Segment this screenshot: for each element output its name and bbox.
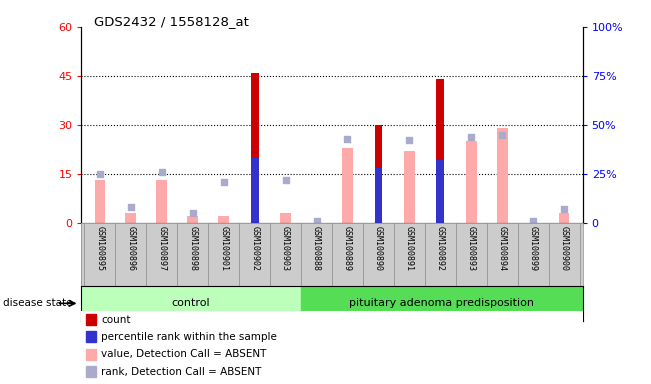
Text: disease state: disease state (3, 298, 73, 308)
Point (404, 137, 415, 144)
Text: GSM100901: GSM100901 (219, 226, 229, 271)
Bar (87, 314, 96, 325)
Bar (81, 286, 301, 321)
Text: GSM100903: GSM100903 (281, 226, 290, 271)
Bar (559, 213, 570, 223)
Text: count: count (102, 314, 131, 325)
Point (157, 169, 167, 175)
Text: GSM100896: GSM100896 (126, 226, 135, 271)
Point (373, 220, 383, 226)
Point (342, 136, 353, 142)
Point (435, 220, 445, 226)
Bar (374, 168, 382, 223)
Text: GSM100892: GSM100892 (436, 226, 445, 271)
Text: GSM100895: GSM100895 (96, 226, 104, 271)
Bar (251, 73, 258, 223)
Bar (280, 213, 291, 223)
Point (126, 204, 136, 210)
Point (466, 134, 477, 140)
Text: value, Detection Call = ABSENT: value, Detection Call = ABSENT (102, 349, 267, 359)
Bar (156, 180, 167, 223)
Bar (497, 128, 508, 223)
Text: GSM100899: GSM100899 (529, 226, 538, 271)
Text: GSM100900: GSM100900 (560, 226, 568, 271)
Text: GSM100902: GSM100902 (250, 226, 259, 271)
Point (528, 218, 538, 224)
Point (559, 206, 569, 212)
Point (187, 210, 198, 216)
Bar (87, 331, 96, 343)
Point (249, 218, 260, 224)
Text: control: control (172, 298, 210, 308)
Text: pituitary adenoma predisposition: pituitary adenoma predisposition (349, 298, 534, 308)
Bar (404, 151, 415, 223)
Bar (87, 349, 96, 360)
Point (311, 218, 322, 224)
Point (497, 131, 507, 138)
Text: GSM100889: GSM100889 (343, 226, 352, 271)
Text: rank, Detection Call = ABSENT: rank, Detection Call = ABSENT (102, 366, 262, 377)
Bar (251, 158, 258, 223)
Bar (342, 148, 353, 223)
Bar (218, 216, 229, 223)
Text: GSM100890: GSM100890 (374, 226, 383, 271)
Text: GSM100897: GSM100897 (158, 226, 166, 271)
Point (95, 170, 105, 177)
Bar (94, 180, 105, 223)
Text: GDS2432 / 1558128_at: GDS2432 / 1558128_at (94, 15, 249, 28)
Text: GSM100894: GSM100894 (498, 226, 506, 271)
Text: GSM100898: GSM100898 (188, 226, 197, 271)
Bar (436, 79, 444, 223)
Bar (374, 125, 382, 223)
Bar (126, 213, 136, 223)
Text: GSM100893: GSM100893 (467, 226, 476, 271)
Point (281, 177, 291, 183)
Bar (187, 216, 198, 223)
Point (219, 179, 229, 185)
Bar (87, 366, 96, 377)
Bar (301, 286, 583, 321)
Text: GSM100888: GSM100888 (312, 226, 321, 271)
Bar (466, 141, 477, 223)
Text: GSM100891: GSM100891 (405, 226, 414, 271)
Text: percentile rank within the sample: percentile rank within the sample (102, 332, 277, 342)
Bar (436, 160, 444, 223)
